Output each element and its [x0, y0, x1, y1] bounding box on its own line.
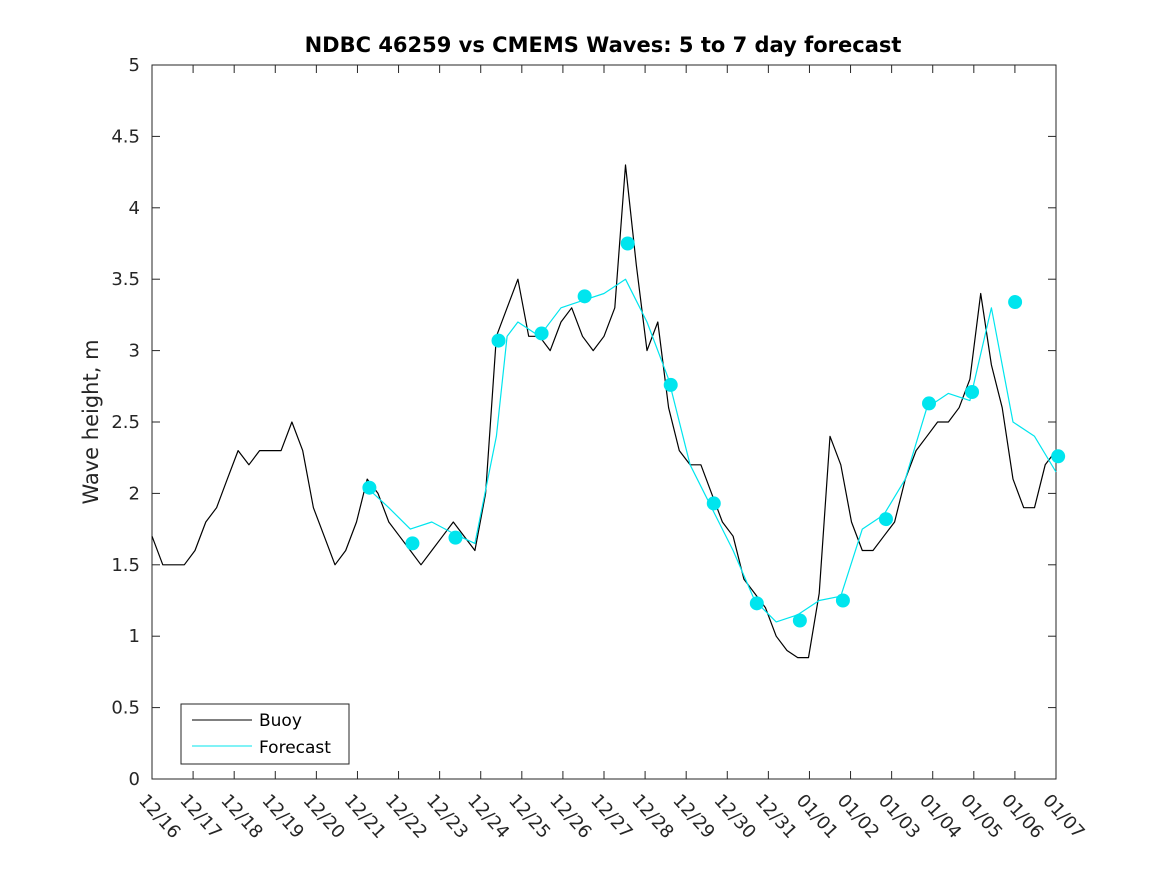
- y-tick-label: 0.5: [111, 698, 140, 719]
- forecast-marker: [922, 396, 937, 411]
- y-axis-label: Wave height, m: [79, 339, 103, 504]
- chart-title: NDBC 46259 vs CMEMS Waves: 5 to 7 day fo…: [305, 33, 902, 57]
- legend-buoy-label: Buoy: [259, 711, 302, 731]
- y-tick-label: 4.5: [111, 126, 140, 147]
- y-tick-label: 2: [129, 483, 140, 504]
- y-tick-label: 5: [129, 55, 140, 76]
- forecast-marker: [835, 593, 850, 608]
- y-tick-label: 2.5: [111, 412, 140, 433]
- series-line-forecast: [366, 278, 1057, 623]
- forecast-marker: [792, 613, 807, 628]
- y-tick-label: 1: [129, 626, 140, 647]
- legend-box: [180, 703, 350, 765]
- y-axis: 0 0.5 1 1.5 2 2.5 3 3.5 4 4.5 5: [111, 55, 1056, 790]
- y-tick-label: 3: [129, 341, 140, 362]
- legend-forecast-label: Forecast: [259, 738, 331, 758]
- forecast-marker: [405, 536, 420, 551]
- forecast-marker: [491, 333, 506, 348]
- forecast-marker: [663, 377, 678, 392]
- forecast-marker: [1008, 295, 1023, 310]
- forecast-marker: [749, 596, 764, 611]
- forecast-marker: [878, 512, 893, 527]
- forecast-marker: [577, 289, 592, 304]
- y-tick-label: 4: [129, 198, 140, 219]
- forecast-marker: [965, 385, 980, 400]
- series-layer: [151, 164, 1066, 659]
- forecast-marker: [620, 236, 635, 251]
- legend: Buoy Forecast: [180, 703, 350, 765]
- y-tick-label: 3.5: [111, 269, 140, 290]
- forecast-marker: [448, 530, 463, 545]
- forecast-marker: [534, 326, 549, 341]
- y-tick-label: 1.5: [111, 555, 140, 576]
- forecast-marker: [706, 496, 721, 511]
- plot-area: [151, 64, 1057, 780]
- y-tick-label: 0: [129, 769, 140, 790]
- forecast-marker: [362, 480, 377, 495]
- forecast-marker: [1051, 449, 1066, 464]
